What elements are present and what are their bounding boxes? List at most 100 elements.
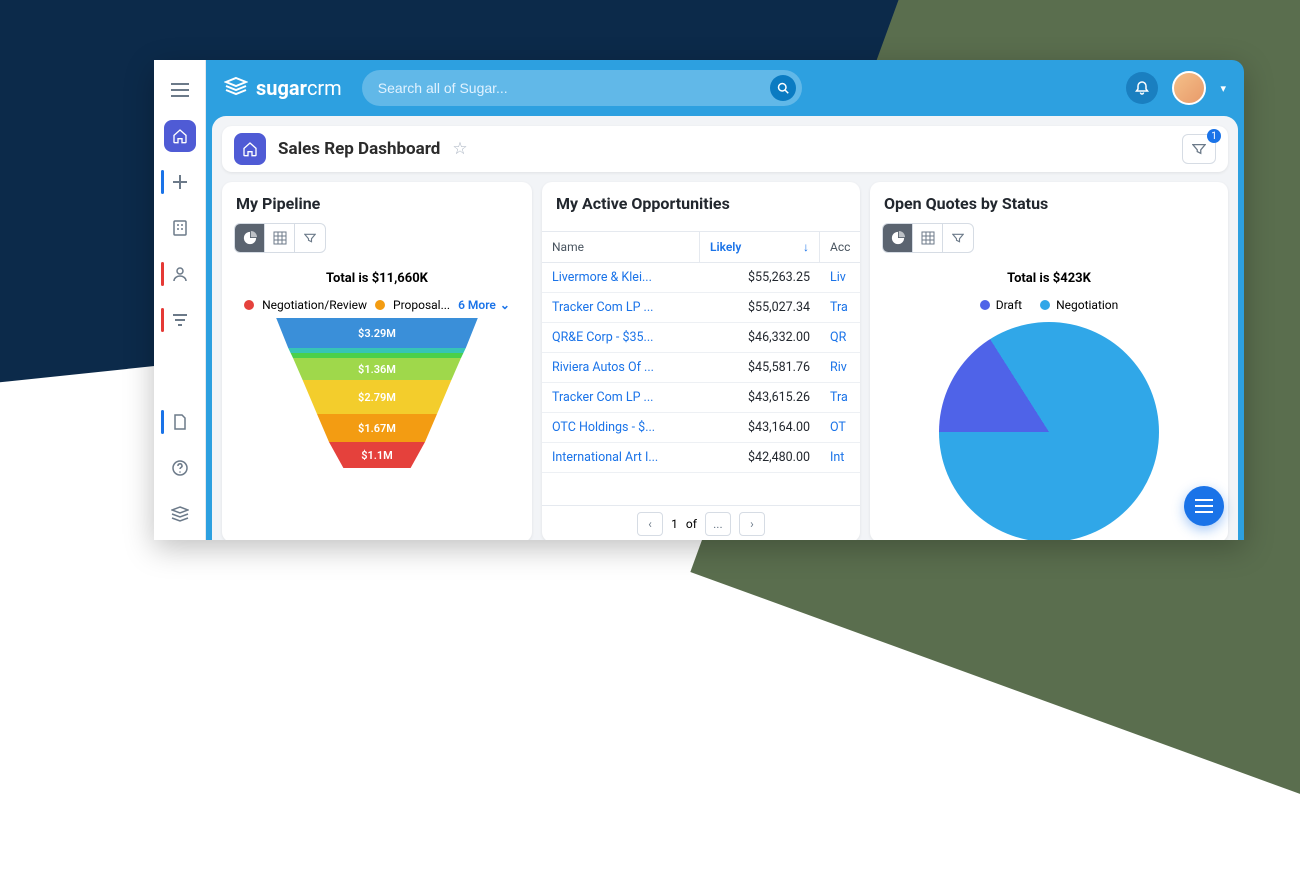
fab-menu-icon[interactable]: [1184, 486, 1224, 526]
legend-dot: [1040, 300, 1050, 310]
document-icon[interactable]: [164, 406, 196, 438]
star-icon[interactable]: ☆: [452, 139, 467, 159]
funnel-chart: $3.29M $1.36M$2.79M$1.67M$1.1M: [257, 318, 497, 468]
add-icon[interactable]: [164, 166, 196, 198]
opp-name[interactable]: Livermore & Klei...: [542, 263, 700, 292]
chevron-down-icon: ⌄: [500, 298, 510, 312]
building-icon[interactable]: [164, 212, 196, 244]
legend-dot: [980, 300, 990, 310]
opp-likely: $45,581.76: [700, 353, 820, 382]
col-name[interactable]: Name: [542, 232, 700, 262]
pipeline-title: My Pipeline: [222, 182, 532, 223]
funnel-segment[interactable]: $2.79M: [257, 380, 497, 414]
opps-table-body: Livermore & Klei...$55,263.25LivTracker …: [542, 263, 860, 505]
brand-strong: sugar: [256, 76, 307, 100]
quotes-view-toggle: [882, 223, 974, 253]
dashlet-opportunities: My Active Opportunities Name Likely ↓ Ac…: [542, 182, 860, 540]
opp-likely: $43,164.00: [700, 413, 820, 442]
table-row[interactable]: OTC Holdings - $...$43,164.00OT: [542, 413, 860, 443]
table-view-icon[interactable]: [265, 224, 295, 252]
opp-account[interactable]: OT: [820, 413, 860, 442]
dashboard-home-icon[interactable]: [234, 133, 266, 165]
opp-name[interactable]: International Art I...: [542, 443, 700, 472]
home-icon[interactable]: [164, 120, 196, 152]
search-bar[interactable]: [362, 70, 802, 106]
opp-name[interactable]: Tracker Com LP ...: [542, 383, 700, 412]
col-account[interactable]: Acc: [820, 232, 860, 262]
quotes-legend: Draft Negotiation: [880, 298, 1218, 312]
filter-button[interactable]: 1: [1182, 134, 1216, 164]
topbar: sugarcrm ▾: [206, 60, 1244, 116]
opp-name[interactable]: Riviera Autos Of ...: [542, 353, 700, 382]
opps-table-header: Name Likely ↓ Acc: [542, 231, 860, 263]
avatar[interactable]: [1172, 71, 1206, 105]
page-header: Sales Rep Dashboard ☆ 1: [222, 126, 1228, 172]
funnel-segment[interactable]: [257, 353, 497, 358]
table-view-icon[interactable]: [913, 224, 943, 252]
dashlet-quotes: Open Quotes by Status Total is $: [870, 182, 1228, 540]
chart-view-icon[interactable]: [883, 224, 913, 252]
opp-likely: $43,615.26: [700, 383, 820, 412]
table-row[interactable]: Tracker Com LP ...$55,027.34Tra: [542, 293, 860, 323]
opp-name[interactable]: OTC Holdings - $...: [542, 413, 700, 442]
pager: ‹ 1 of ... ›: [542, 505, 860, 540]
menu-icon[interactable]: [164, 74, 196, 106]
opp-account[interactable]: Liv: [820, 263, 860, 292]
search-icon[interactable]: [770, 75, 796, 101]
legend-label: Negotiation: [1056, 298, 1118, 312]
chevron-down-icon[interactable]: ▾: [1220, 82, 1226, 95]
table-row[interactable]: QR&E Corp - $35...$46,332.00QR: [542, 323, 860, 353]
opp-name[interactable]: Tracker Com LP ...: [542, 293, 700, 322]
opp-account[interactable]: Tra: [820, 293, 860, 322]
dashlet-pipeline: My Pipeline Total is $11,660K: [222, 182, 532, 540]
opp-account[interactable]: QR: [820, 323, 860, 352]
funnel-segment[interactable]: [257, 348, 497, 353]
help-icon[interactable]: [164, 452, 196, 484]
filter-rail-icon[interactable]: [164, 304, 196, 336]
opp-likely: $42,480.00: [700, 443, 820, 472]
funnel-segment[interactable]: $1.67M: [257, 414, 497, 442]
filter-view-icon[interactable]: [295, 224, 325, 252]
table-row[interactable]: Riviera Autos Of ...$45,581.76Riv: [542, 353, 860, 383]
opp-account[interactable]: Riv: [820, 353, 860, 382]
legend-dot: [244, 300, 254, 310]
legend-more-button[interactable]: 6 More ⌄: [458, 298, 510, 312]
brand-logo[interactable]: sugarcrm: [224, 76, 342, 100]
table-row[interactable]: Tracker Com LP ...$43,615.26Tra: [542, 383, 860, 413]
funnel-segment[interactable]: $1.1M: [257, 442, 497, 468]
col-likely-label: Likely: [710, 240, 741, 254]
opp-likely: $46,332.00: [700, 323, 820, 352]
opp-account[interactable]: Tra: [820, 383, 860, 412]
legend-label: Proposal...: [393, 298, 450, 312]
funnel-segment[interactable]: $1.36M: [257, 358, 497, 380]
search-input[interactable]: [378, 80, 770, 96]
bell-icon[interactable]: [1126, 72, 1158, 104]
filter-view-icon[interactable]: [943, 224, 973, 252]
stack-icon[interactable]: [164, 498, 196, 530]
opp-name[interactable]: QR&E Corp - $35...: [542, 323, 700, 352]
pipeline-view-toggle: [234, 223, 326, 253]
quotes-title: Open Quotes by Status: [870, 182, 1228, 223]
pie-chart: [939, 322, 1159, 540]
app-window: sugarcrm ▾ Sales Rep: [154, 60, 1244, 540]
legend-more-label: 6 More: [458, 298, 496, 312]
brand-light: crm: [307, 76, 342, 100]
table-row[interactable]: International Art I...$42,480.00Int: [542, 443, 860, 473]
pager-total[interactable]: ...: [705, 512, 731, 536]
pager-next-icon[interactable]: ›: [739, 512, 765, 536]
quotes-total: Total is $423K: [880, 271, 1218, 286]
funnel-segment[interactable]: $3.29M: [257, 318, 497, 348]
chart-view-icon[interactable]: [235, 224, 265, 252]
person-icon[interactable]: [164, 258, 196, 290]
legend-dot: [375, 300, 385, 310]
pager-page: 1: [671, 517, 678, 531]
legend-label: Draft: [996, 298, 1022, 312]
col-likely[interactable]: Likely ↓: [700, 232, 820, 262]
pager-prev-icon[interactable]: ‹: [637, 512, 663, 536]
sort-down-icon: ↓: [803, 240, 809, 254]
page-title: Sales Rep Dashboard: [278, 139, 440, 159]
opp-likely: $55,027.34: [700, 293, 820, 322]
sidebar-rail: [154, 60, 206, 540]
opp-account[interactable]: Int: [820, 443, 860, 472]
table-row[interactable]: Livermore & Klei...$55,263.25Liv: [542, 263, 860, 293]
